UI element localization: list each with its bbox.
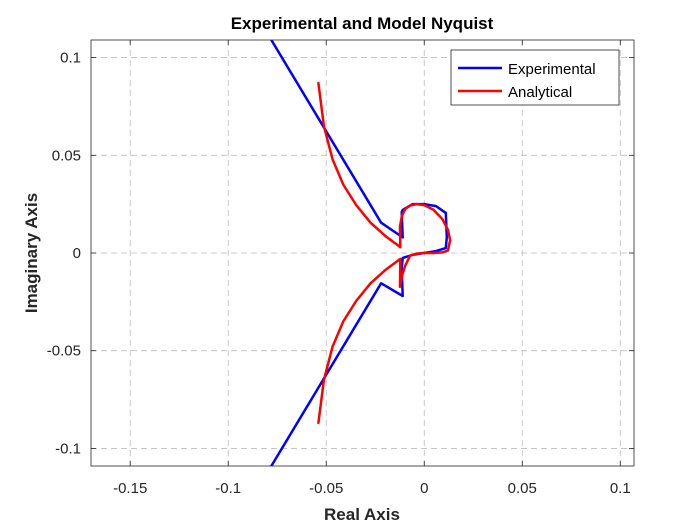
series-line-experimental (270, 40, 449, 466)
x-tick-label: 0 (420, 480, 428, 497)
series-line-analytical (317, 81, 452, 425)
chart-title: Experimental and Model Nyquist (231, 14, 494, 33)
y-axis-label: Imaginary Axis (22, 193, 41, 313)
legend[interactable]: Experimental Analytical (450, 49, 620, 106)
x-tick-label: 0.1 (610, 480, 631, 497)
legend-label-experimental: Experimental (508, 61, 596, 78)
axis-ticks: -0.15 -0.1 -0.05 0 0.05 0.1 -0.1 -0.05 0 0.05 0.1 (47, 40, 634, 497)
legend-label-analytical: Analytical (508, 84, 572, 101)
legend-box (450, 49, 620, 106)
grid (91, 40, 634, 466)
x-tick-label: -0.05 (309, 480, 343, 497)
series-layer (270, 40, 452, 466)
y-tick-label: 0.05 (52, 147, 81, 164)
x-tick-label: -0.1 (215, 480, 241, 497)
y-tick-label: 0 (73, 245, 81, 262)
y-tick-label: 0.1 (60, 50, 81, 67)
y-tick-label: -0.1 (55, 440, 81, 457)
y-tick-label: -0.05 (47, 343, 81, 360)
x-tick-label: -0.15 (113, 480, 147, 497)
x-axis-label: Real Axis (324, 505, 400, 524)
x-tick-label: 0.05 (508, 480, 537, 497)
